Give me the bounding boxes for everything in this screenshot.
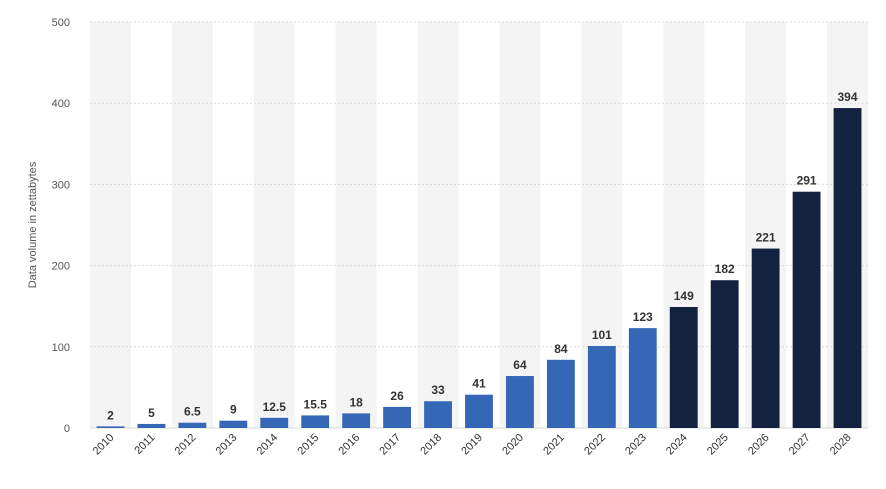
bar	[137, 423, 166, 428]
data-label: 101	[592, 328, 612, 342]
data-label: 5	[148, 406, 155, 420]
x-tick-label: 2021	[541, 432, 567, 458]
data-label: 6.5	[184, 405, 201, 419]
x-tick-label: 2023	[623, 432, 649, 458]
data-label: 15.5	[304, 397, 328, 411]
x-axis-ticks: 2010 2011 2012 2013 2014 2015 2016 2017 2018 2019…	[91, 432, 854, 458]
data-label: 182	[715, 262, 735, 276]
data-label: 123	[633, 310, 653, 324]
bar	[546, 359, 575, 428]
background-band	[499, 22, 541, 428]
data-label: 18	[349, 395, 363, 409]
y-tick-label: 0	[64, 423, 70, 435]
x-tick-label: 2010	[91, 432, 117, 458]
data-label: 394	[838, 90, 858, 104]
x-tick-label: 2014	[255, 432, 281, 458]
x-tick-label: 2026	[746, 432, 772, 458]
data-labels: 2 5 6.5 9 12.5 15.5 18 26 33 41 64 84 101 123 149 182 22…	[107, 90, 858, 422]
bar	[301, 415, 330, 428]
background-bands	[90, 22, 868, 428]
x-tick-label: 2015	[296, 432, 322, 458]
x-tick-label: 2024	[664, 432, 690, 458]
bar	[587, 345, 616, 428]
y-tick-label: 200	[52, 261, 70, 273]
background-band	[335, 22, 377, 428]
bar	[342, 413, 371, 428]
x-tick-label: 2018	[418, 432, 444, 458]
x-tick-label: 2017	[377, 432, 403, 458]
background-band	[90, 22, 131, 428]
x-tick-label: 2025	[705, 432, 731, 458]
background-band	[417, 22, 459, 428]
x-tick-label: 2020	[500, 432, 526, 458]
data-label: 291	[797, 174, 817, 188]
bar	[710, 280, 739, 428]
data-label: 149	[674, 289, 694, 303]
data-label: 33	[431, 383, 445, 397]
x-tick-label: 2012	[173, 432, 199, 458]
x-tick-label: 2011	[132, 432, 157, 457]
y-axis-ticks: 0 100 200 300 400 500	[52, 17, 70, 435]
bars	[96, 108, 862, 429]
bar	[260, 417, 289, 428]
x-tick-label: 2013	[214, 432, 240, 458]
data-label: 221	[756, 231, 776, 245]
bar	[178, 422, 207, 428]
y-tick-label: 500	[52, 17, 70, 29]
bar	[751, 248, 780, 428]
background-band	[171, 22, 213, 428]
x-tick-label: 2022	[582, 432, 608, 458]
x-tick-label: 2016	[336, 432, 362, 458]
y-axis-label: Data volume in zettabytes	[27, 161, 39, 288]
x-tick-label: 2028	[828, 432, 854, 458]
bar	[833, 108, 862, 429]
bar	[669, 307, 698, 428]
bar	[383, 406, 412, 428]
bar	[628, 328, 657, 428]
x-tick-label: 2019	[459, 432, 485, 458]
y-tick-label: 300	[52, 179, 70, 191]
data-label: 12.5	[263, 400, 287, 414]
data-label: 41	[472, 377, 486, 391]
bar	[792, 191, 821, 428]
data-label: 9	[230, 403, 237, 417]
y-tick-label: 100	[52, 342, 70, 354]
background-band	[253, 22, 295, 428]
bar	[424, 401, 452, 428]
bar	[465, 394, 493, 428]
y-tick-label: 400	[52, 98, 70, 110]
data-label: 64	[513, 358, 527, 372]
bar	[506, 376, 534, 428]
data-label: 2	[107, 408, 114, 422]
x-tick-label: 2027	[787, 432, 813, 458]
bar	[219, 420, 248, 428]
data-label: 26	[390, 389, 404, 403]
data-label: 84	[554, 342, 568, 356]
bar	[96, 426, 125, 428]
